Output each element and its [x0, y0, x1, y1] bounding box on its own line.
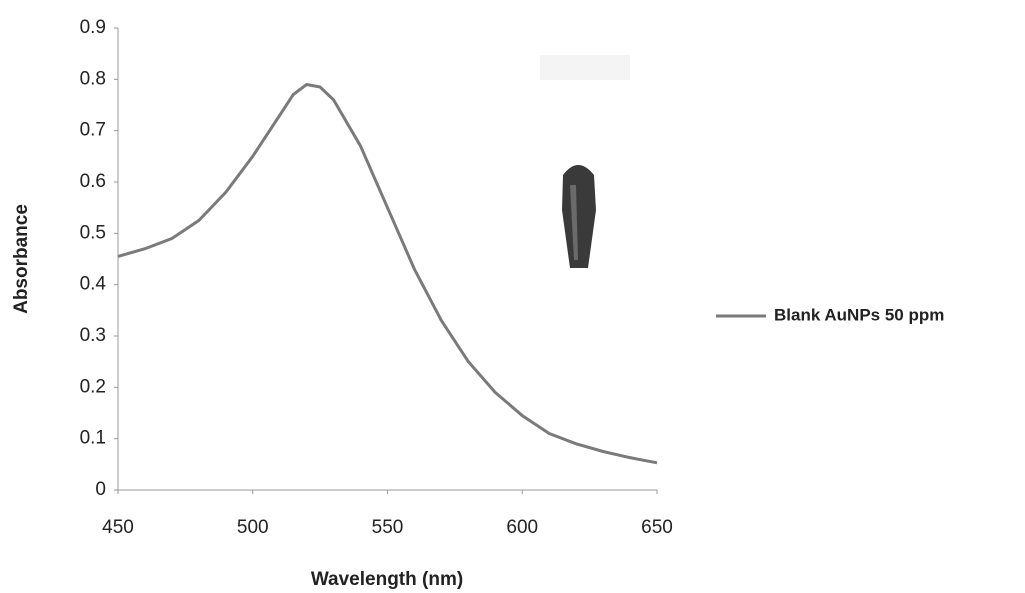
x-tick-label: 650 [641, 517, 673, 538]
y-tick-label: 0.5 [80, 222, 106, 243]
x-axis-title: Wavelength (nm) [311, 569, 463, 590]
x-tick-label: 500 [237, 517, 269, 538]
x-tick-label: 550 [372, 517, 404, 538]
legend-text: Blank AuNPs 50 ppm [774, 305, 944, 324]
y-tick-label: 0.9 [80, 17, 106, 38]
inset-highlight [570, 185, 578, 260]
y-tick-label: 0 [95, 479, 106, 500]
y-tick-label: 0.1 [80, 428, 106, 449]
y-tick-label: 0.3 [80, 325, 106, 346]
x-tick-label: 600 [506, 517, 538, 538]
y-tick-label: 0.4 [80, 274, 107, 295]
inset-cap [540, 55, 630, 80]
y-tick-label: 0.8 [80, 68, 106, 89]
y-tick-label: 0.6 [80, 171, 106, 192]
x-tick-label: 450 [102, 517, 134, 538]
inset-vial [562, 165, 596, 268]
y-axis-title: Absorbance [11, 204, 32, 314]
y-tick-label: 0.2 [80, 376, 106, 397]
y-tick-label: 0.7 [80, 120, 106, 141]
vial-inset [540, 55, 630, 268]
data-line [117, 82, 658, 465]
